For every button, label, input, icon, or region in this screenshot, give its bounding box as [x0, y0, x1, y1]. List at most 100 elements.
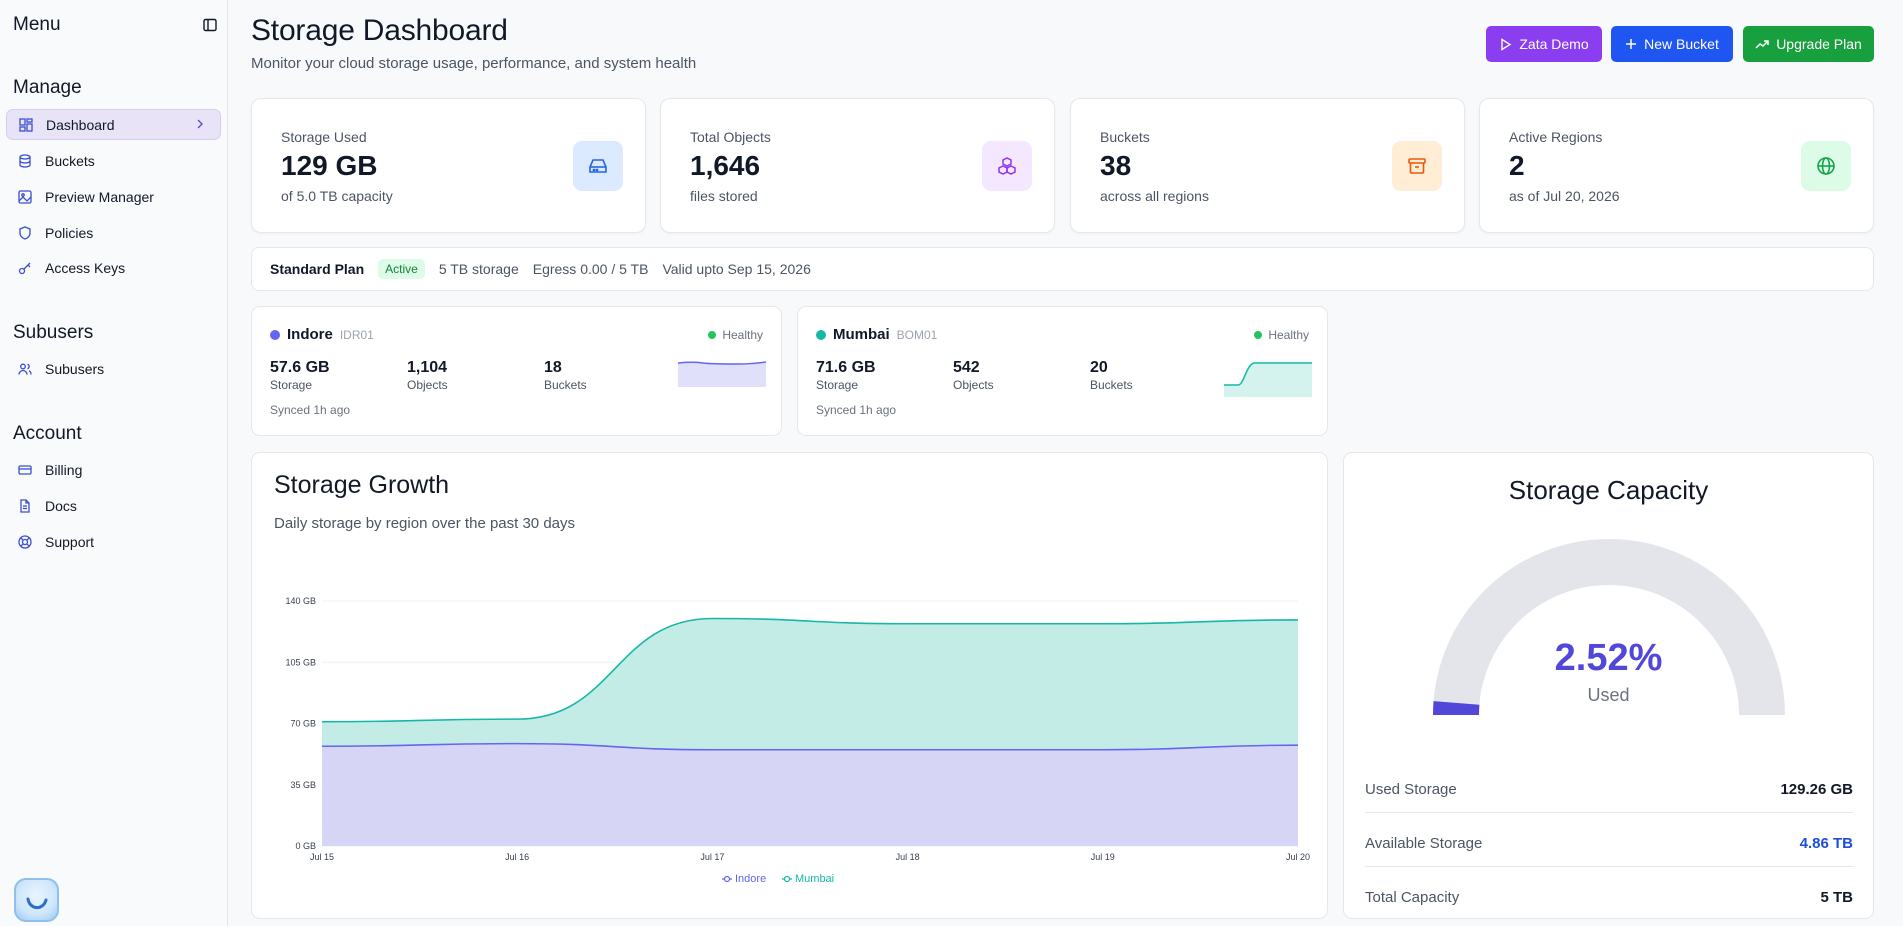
plan-storage: 5 TB storage	[438, 261, 519, 277]
chart-title: Storage Growth	[274, 471, 450, 499]
sidebar: Menu Manage Dashboard Buckets Preview Ma…	[0, 0, 228, 926]
sync-status: Synced 1h ago	[816, 403, 897, 417]
stat-subtext: across all regions	[1100, 188, 1209, 204]
sidebar-title: Menu	[13, 14, 61, 35]
y-tick-label: 105 GB	[285, 657, 316, 667]
storage-capacity-card: Storage Capacity 2.52% Used Used Storage…	[1343, 452, 1874, 919]
health-label: Healthy	[1268, 328, 1309, 342]
region-buckets-metric: 20 Buckets	[1090, 359, 1133, 392]
stat-label: Active Regions	[1509, 129, 1603, 145]
metric-label: Buckets	[1090, 378, 1133, 392]
region-objects-metric: 542 Objects	[953, 359, 994, 392]
sidebar-item-label: Access Keys	[45, 259, 126, 276]
sidebar-item-policies[interactable]: Policies	[6, 217, 221, 248]
plan-valid-until: Valid upto Sep 15, 2026	[662, 261, 811, 277]
sidebar-item-dashboard[interactable]: Dashboard	[6, 109, 221, 140]
health-status: Healthy	[1254, 328, 1309, 342]
metric-label: Objects	[953, 378, 994, 392]
sidebar-item-label: Docs	[45, 497, 77, 514]
database-icon	[17, 153, 33, 169]
region-card-indore[interactable]: Indore IDR01 Healthy 57.6 GB Storage 1,10…	[251, 306, 782, 436]
row-value: 5 TB	[1820, 889, 1853, 906]
stat-card-active-regions: Active Regions 2 as of Jul 20, 2026	[1479, 98, 1874, 233]
sidebar-header: Menu	[13, 14, 218, 36]
metric-value: 542	[953, 359, 980, 376]
sidebar-toggle-icon[interactable]	[202, 17, 218, 33]
region-code: BOM01	[896, 327, 938, 342]
sidebar-item-label: Support	[45, 533, 95, 550]
region-sparkline	[678, 361, 766, 387]
stat-label: Buckets	[1100, 129, 1150, 145]
assistant-launcher[interactable]	[14, 878, 59, 922]
row-value: 129.26 GB	[1780, 781, 1853, 798]
globe-icon	[1801, 141, 1851, 191]
section-manage: Manage	[13, 77, 82, 98]
users-icon	[17, 361, 33, 377]
capacity-title: Storage Capacity	[1508, 475, 1709, 505]
capacity-row-total: Total Capacity 5 TB	[1365, 889, 1853, 920]
row-label: Used Storage	[1365, 781, 1457, 798]
region-storage-metric: 57.6 GB Storage	[270, 359, 330, 392]
region-buckets-metric: 18 Buckets	[544, 359, 587, 392]
region-title: Indore IDR01	[270, 326, 374, 343]
shield-icon	[17, 225, 33, 241]
region-dot	[816, 329, 826, 340]
metric-label: Objects	[407, 378, 448, 392]
capacity-gauge	[1433, 539, 1785, 716]
zata-demo-label: Zata Demo	[1519, 36, 1589, 52]
credit-card-icon	[17, 462, 33, 478]
page-subtitle: Monitor your cloud storage usage, perfor…	[251, 55, 697, 72]
zata-demo-button[interactable]: Zata Demo	[1486, 26, 1602, 62]
y-tick-label: 0 GB	[295, 841, 316, 851]
sidebar-item-support[interactable]: Support	[6, 526, 221, 557]
new-bucket-button[interactable]: New Bucket	[1611, 26, 1733, 62]
metric-label: Storage	[816, 378, 859, 392]
sidebar-item-label: Subusers	[45, 360, 105, 377]
stat-card-storage-used: Storage Used 129 GB of 5.0 TB capacity	[251, 98, 646, 233]
stat-value: 129 GB	[281, 150, 378, 181]
sidebar-item-subusers[interactable]: Subusers	[6, 353, 221, 384]
row-label: Available Storage	[1365, 835, 1483, 852]
storage-growth-chart: 0 GB 35 GB 70 GB 105 GB 140 GB Jul 15 Jul 16 Ju…	[285, 596, 1310, 885]
region-card-mumbai[interactable]: Mumbai BOM01 Healthy 71.6 GB Storage 542 O…	[797, 306, 1328, 436]
series-area-mumbai	[322, 618, 1298, 750]
capacity-percent: 2.52%	[1554, 637, 1663, 679]
series-area-indore	[322, 743, 1298, 846]
x-tick-label: Jul 18	[896, 852, 920, 862]
region-name: Mumbai	[833, 326, 890, 343]
sidebar-item-label: Policies	[45, 224, 94, 241]
plan-name: Standard Plan	[270, 261, 365, 277]
sidebar-item-billing[interactable]: Billing	[6, 454, 221, 485]
sidebar-item-docs[interactable]: Docs	[6, 490, 221, 521]
sidebar-item-label: Preview Manager	[45, 188, 154, 205]
metric-value: 1,104	[407, 359, 448, 376]
sidebar-item-preview-manager[interactable]: Preview Manager	[6, 181, 221, 212]
legend-marker	[783, 875, 791, 883]
upgrade-plan-button[interactable]: Upgrade Plan	[1743, 26, 1874, 62]
series-line-mumbai	[321, 617, 1299, 723]
row-value: 4.86 TB	[1799, 835, 1853, 852]
region-dot	[270, 329, 280, 340]
section-account: Account	[13, 423, 82, 444]
sidebar-item-access-keys[interactable]: Access Keys	[6, 252, 221, 283]
region-objects-metric: 1,104 Objects	[407, 359, 448, 392]
plan-strip: Standard Plan Active 5 TB storage Egress…	[251, 247, 1874, 291]
metric-value: 71.6 GB	[816, 359, 876, 376]
hard-drive-icon	[573, 141, 623, 191]
health-status: Healthy	[708, 328, 763, 342]
y-tick-label: 70 GB	[290, 719, 316, 729]
health-dot	[708, 331, 717, 339]
x-tick-label: Jul 19	[1091, 852, 1115, 862]
chart-subtitle: Daily storage by region over the past 30…	[274, 515, 576, 532]
y-tick-label: 35 GB	[290, 780, 316, 790]
stat-subtext: files stored	[690, 188, 758, 204]
plan-egress: Egress 0.00 / 5 TB	[532, 261, 649, 277]
stat-label: Storage Used	[281, 129, 367, 145]
stat-subtext: of 5.0 TB capacity	[281, 188, 393, 204]
sidebar-item-label: Buckets	[45, 152, 95, 169]
sidebar-item-buckets[interactable]: Buckets	[6, 145, 221, 176]
chevron-right-icon	[197, 119, 203, 129]
metric-value: 18	[544, 359, 562, 376]
capacity-used-label: Used	[1587, 685, 1630, 705]
region-storage-metric: 71.6 GB Storage	[816, 359, 876, 392]
